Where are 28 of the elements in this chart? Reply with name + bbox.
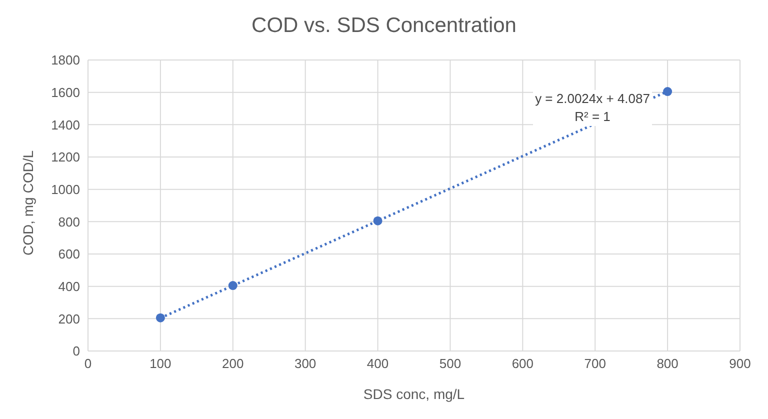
x-tick-label: 500 <box>439 356 462 372</box>
point <box>663 87 672 96</box>
x-tick-label: 900 <box>729 356 751 372</box>
y-tick-label: 200 <box>58 311 80 326</box>
y-tick-label: 1800 <box>51 52 80 68</box>
x-tick-label: 800 <box>656 356 678 372</box>
y-axis-title: COD, mg COD/L <box>20 150 36 256</box>
x-tick-label: 600 <box>512 356 534 372</box>
chart-title: COD vs. SDS Concentration <box>250 13 518 39</box>
y-tick-label: 0 <box>72 344 80 359</box>
y-tick-label: 800 <box>58 214 80 230</box>
point <box>156 313 165 322</box>
y-tick-label: 1000 <box>51 182 80 197</box>
annotation: R² = 1 <box>574 108 612 126</box>
annotation: y = 2.0024x + 4.087 <box>535 90 650 108</box>
y-tick-label: 1400 <box>51 117 80 132</box>
x-tick-label: 0 <box>84 356 92 372</box>
x-tick-label: 700 <box>584 356 606 372</box>
x-tick-label: 400 <box>366 356 389 372</box>
x-tick-label: 200 <box>222 356 244 372</box>
x-axis-title: SDS conc, mg/L <box>363 386 465 402</box>
y-tick-label: 1600 <box>51 84 80 100</box>
y-tick-label: 1200 <box>51 150 80 165</box>
x-tick-label: 300 <box>294 356 316 372</box>
x-tick-label: 100 <box>150 356 172 372</box>
y-tick-label: 400 <box>58 278 80 294</box>
equation-note: y = 2.0024x + 4.087 R² = 1 <box>533 90 652 126</box>
y-tick-label: 600 <box>58 246 80 262</box>
